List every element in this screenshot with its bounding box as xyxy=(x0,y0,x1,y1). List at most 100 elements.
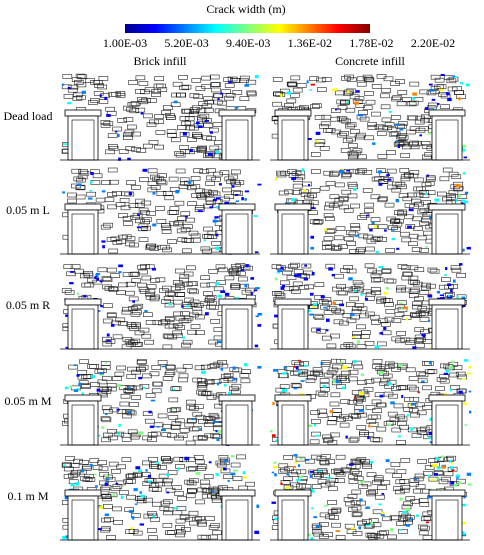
door-lintel xyxy=(428,203,466,211)
brick xyxy=(116,239,126,244)
brick xyxy=(98,466,109,472)
row-label: 0.05 m R xyxy=(6,298,50,312)
brick xyxy=(440,104,450,109)
door-lintel xyxy=(428,109,466,117)
column-title: Concrete infill xyxy=(335,54,405,68)
brick xyxy=(319,459,330,465)
door-frame xyxy=(221,304,253,350)
brick xyxy=(102,386,112,392)
brick xyxy=(205,200,216,206)
brick xyxy=(180,311,190,316)
brick xyxy=(188,510,199,516)
crack xyxy=(214,216,219,219)
brick xyxy=(340,399,351,404)
crack xyxy=(349,463,354,466)
brick xyxy=(444,457,454,462)
crack xyxy=(451,360,455,363)
crack xyxy=(412,92,417,96)
crack xyxy=(412,346,417,349)
brick xyxy=(241,289,252,295)
crack xyxy=(428,431,434,435)
brick xyxy=(280,479,291,485)
brick xyxy=(323,213,334,218)
brick xyxy=(82,477,93,483)
brick xyxy=(147,168,158,174)
crack xyxy=(89,181,93,184)
brick xyxy=(416,410,427,416)
brick xyxy=(110,486,121,491)
brick xyxy=(135,203,145,208)
brick xyxy=(195,205,205,210)
brick xyxy=(348,437,359,443)
brick xyxy=(396,330,407,336)
crack xyxy=(308,533,311,537)
crack xyxy=(427,294,433,298)
crack xyxy=(64,496,69,500)
crack xyxy=(436,103,440,106)
brick xyxy=(202,135,212,141)
brick xyxy=(320,304,330,310)
crack xyxy=(306,309,311,313)
brick xyxy=(355,248,365,254)
crack xyxy=(425,521,430,524)
brick xyxy=(325,128,336,133)
crack xyxy=(450,289,453,293)
brick xyxy=(362,188,373,193)
crack xyxy=(70,483,75,487)
crack xyxy=(365,506,370,509)
brick xyxy=(448,171,459,177)
brick xyxy=(101,276,112,281)
brick xyxy=(68,364,78,370)
brick xyxy=(211,153,222,159)
crack xyxy=(464,191,469,195)
crack xyxy=(456,296,459,301)
brick xyxy=(202,118,212,123)
crack xyxy=(270,430,273,433)
crack xyxy=(139,491,142,494)
brick xyxy=(351,309,362,314)
brick xyxy=(326,420,337,426)
brick xyxy=(137,358,147,364)
brick xyxy=(80,476,90,481)
brick xyxy=(301,483,312,489)
brick xyxy=(163,191,173,196)
crack xyxy=(274,473,277,477)
brick xyxy=(186,185,197,191)
brick xyxy=(98,76,109,81)
brick xyxy=(105,477,116,482)
crack xyxy=(310,292,314,296)
brick xyxy=(377,154,388,159)
brick xyxy=(184,120,195,126)
crack xyxy=(104,482,108,486)
brick xyxy=(375,366,386,372)
brick xyxy=(183,224,193,229)
brick xyxy=(133,385,143,391)
crack xyxy=(308,138,312,140)
crack xyxy=(168,303,173,306)
crack xyxy=(89,189,93,192)
brick xyxy=(418,126,429,131)
brick xyxy=(371,414,382,420)
brick xyxy=(221,89,231,94)
brick xyxy=(189,289,199,295)
brick xyxy=(89,363,99,369)
crack xyxy=(142,168,148,172)
brick xyxy=(391,366,401,372)
brick xyxy=(385,248,395,253)
brick xyxy=(319,185,330,191)
brick xyxy=(97,267,108,273)
brick xyxy=(400,457,411,463)
brick xyxy=(382,125,393,130)
crack xyxy=(425,245,429,248)
brick xyxy=(335,182,345,188)
wall-panel xyxy=(270,262,470,350)
crack xyxy=(405,317,408,321)
crack xyxy=(214,421,219,424)
brick xyxy=(393,403,404,409)
crack xyxy=(467,483,472,486)
brick xyxy=(213,99,223,105)
crack xyxy=(447,283,452,287)
crack xyxy=(101,190,106,193)
crack xyxy=(399,128,404,131)
brick xyxy=(449,372,459,378)
